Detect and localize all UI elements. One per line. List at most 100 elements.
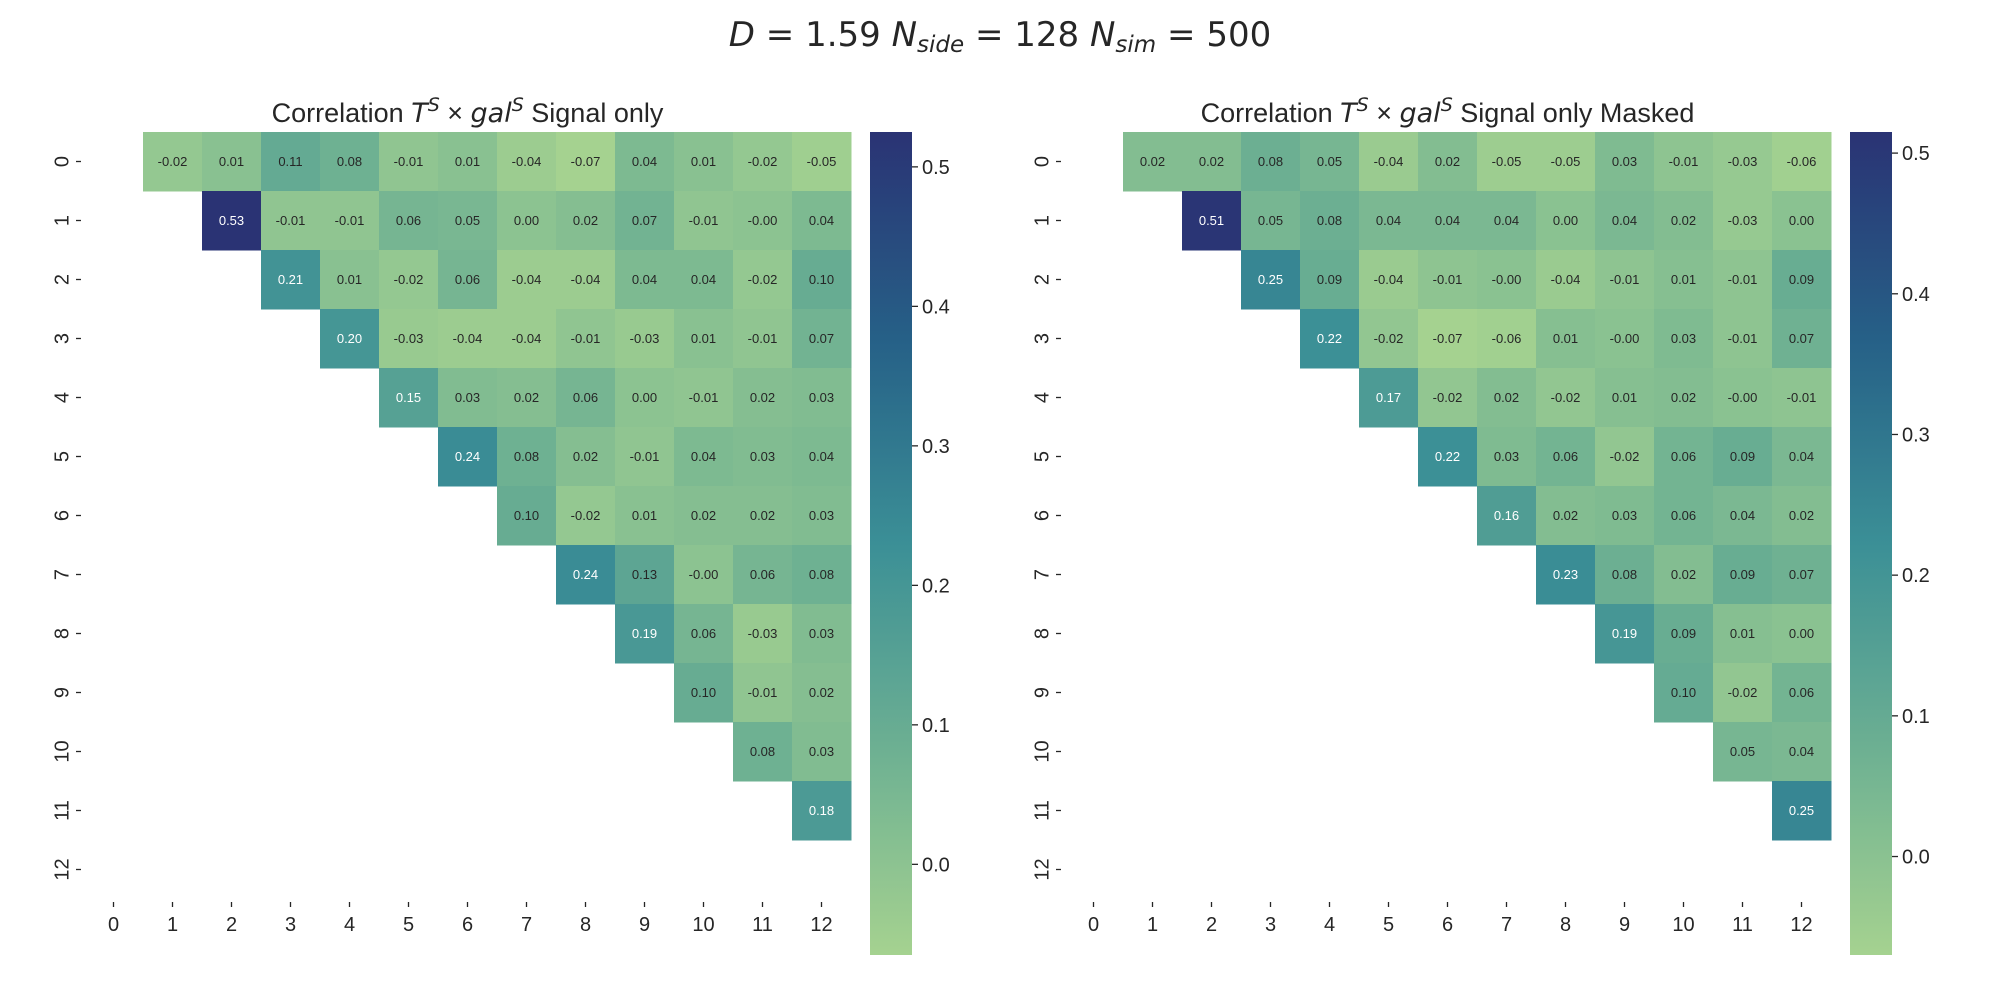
heatmap-cell bbox=[320, 250, 380, 310]
heatmap-cell bbox=[1595, 545, 1655, 605]
heatmap-cell bbox=[615, 545, 675, 605]
heatmap-cell bbox=[1772, 368, 1832, 428]
x-tick-label: 7 bbox=[521, 914, 532, 936]
cell-value-label: 0.01 bbox=[219, 154, 244, 169]
x-tick-label: 1 bbox=[167, 914, 178, 936]
heatmap-cell bbox=[1772, 191, 1832, 251]
cell-value-label: 0.11 bbox=[278, 154, 302, 169]
cell-value-label: 0.00 bbox=[1789, 213, 1814, 228]
cell-value-label: -0.00 bbox=[1492, 272, 1522, 287]
heatmap-cell bbox=[202, 191, 262, 251]
cell-value-label: 0.06 bbox=[396, 213, 421, 228]
cell-value-label: 0.18 bbox=[809, 803, 834, 818]
cell-value-label: 0.04 bbox=[1789, 449, 1814, 464]
cell-value-label: 0.03 bbox=[809, 508, 834, 523]
heatmap-cell bbox=[1595, 309, 1655, 369]
cell-value-label: 0.02 bbox=[573, 213, 598, 228]
x-tick-label: 8 bbox=[580, 914, 591, 936]
x-tick-label: 2 bbox=[1206, 914, 1217, 936]
heatmap-cell bbox=[1654, 545, 1714, 605]
cell-value-label: 0.19 bbox=[632, 626, 657, 641]
heatmap-cell bbox=[674, 427, 734, 487]
y-tick-label: 6 bbox=[1031, 510, 1053, 521]
heatmap-cell bbox=[1300, 250, 1360, 310]
heatmap-cell bbox=[1536, 486, 1596, 546]
cell-value-label: 0.07 bbox=[1789, 331, 1814, 346]
heatmap-cell bbox=[792, 545, 852, 605]
cell-value-label: 0.03 bbox=[1612, 154, 1637, 169]
heatmap-cell bbox=[674, 663, 734, 723]
heatmap-cell bbox=[1654, 663, 1714, 723]
y-tick-label: 2 bbox=[51, 274, 73, 285]
heatmap-cell bbox=[792, 663, 852, 723]
heatmap-cell bbox=[1713, 250, 1773, 310]
cell-value-label: -0.02 bbox=[748, 154, 778, 169]
heatmap-cell bbox=[1654, 132, 1714, 192]
cell-value-label: -0.01 bbox=[748, 685, 778, 700]
heatmap-cell bbox=[674, 250, 734, 310]
cell-value-label: -0.01 bbox=[1610, 272, 1640, 287]
heatmap-cell bbox=[1182, 191, 1242, 251]
y-tick-label: 4 bbox=[51, 392, 73, 403]
cell-value-label: 0.09 bbox=[1730, 449, 1755, 464]
heatmap-cell bbox=[1359, 250, 1419, 310]
heatmap-cell bbox=[1182, 132, 1242, 192]
cell-value-label: -0.05 bbox=[1492, 154, 1522, 169]
cell-value-label: -0.02 bbox=[1728, 685, 1758, 700]
cell-value-label: 0.24 bbox=[455, 449, 480, 464]
heatmap-panel-signal-only-masked: Correlation TS × galS Signal only Masked… bbox=[1031, 94, 1930, 955]
cell-value-label: 0.09 bbox=[1317, 272, 1342, 287]
cell-value-label: -0.02 bbox=[158, 154, 188, 169]
cell-value-label: 0.01 bbox=[1671, 272, 1696, 287]
heatmap-cell bbox=[1359, 191, 1419, 251]
y-tick-label: 3 bbox=[1031, 333, 1053, 344]
cell-value-label: 0.00 bbox=[514, 213, 539, 228]
heatmap-cell bbox=[556, 309, 616, 369]
cell-value-label: 0.19 bbox=[1612, 626, 1637, 641]
x-tick-label: 9 bbox=[639, 914, 650, 936]
cell-value-label: -0.04 bbox=[453, 331, 483, 346]
heatmap-cell bbox=[1713, 604, 1773, 664]
cell-value-label: 0.02 bbox=[1435, 154, 1460, 169]
heatmap-cell bbox=[1713, 722, 1773, 782]
heatmap-cell bbox=[497, 368, 557, 428]
cell-value-label: -0.01 bbox=[1728, 272, 1758, 287]
cell-value-label: 0.08 bbox=[750, 744, 775, 759]
heatmap-cell bbox=[1713, 663, 1773, 723]
x-tick-label: 12 bbox=[810, 914, 832, 936]
heatmap-cell bbox=[556, 486, 616, 546]
heatmap-cell bbox=[792, 191, 852, 251]
x-tick-label: 10 bbox=[692, 914, 714, 936]
cell-value-label: -0.04 bbox=[1551, 272, 1581, 287]
heatmap-panel-signal-only: Correlation TS × galS Signal only -0.02 0.… bbox=[51, 94, 950, 955]
cell-value-label: 0.16 bbox=[1494, 508, 1519, 523]
cell-value-label: -0.03 bbox=[748, 626, 778, 641]
cell-value-label: 0.13 bbox=[632, 567, 657, 582]
y-tick-label: 10 bbox=[51, 740, 73, 762]
heatmap-cell bbox=[261, 191, 321, 251]
cell-value-label: -0.05 bbox=[807, 154, 837, 169]
x-tick-label: 3 bbox=[285, 914, 296, 936]
y-tick-label: 1 bbox=[51, 215, 73, 226]
heatmap-cell bbox=[438, 132, 498, 192]
heatmap-cell bbox=[497, 132, 557, 192]
cell-value-label: 0.20 bbox=[337, 331, 362, 346]
y-tick-label: 7 bbox=[1031, 569, 1053, 580]
heatmap-cell bbox=[733, 486, 793, 546]
heatmap-cell bbox=[1241, 132, 1301, 192]
cell-value-label: 0.01 bbox=[632, 508, 657, 523]
cell-value-label: 0.03 bbox=[455, 390, 480, 405]
cell-value-label: 0.04 bbox=[809, 449, 834, 464]
cell-value-label: 0.02 bbox=[1553, 508, 1578, 523]
heatmap-cell bbox=[792, 132, 852, 192]
cell-value-label: -0.07 bbox=[1433, 331, 1463, 346]
cell-value-label: 0.00 bbox=[1789, 626, 1814, 641]
cell-value-label: 0.02 bbox=[809, 685, 834, 700]
cell-value-label: 0.02 bbox=[1789, 508, 1814, 523]
cell-value-label: 0.25 bbox=[1789, 803, 1814, 818]
heatmap-cell bbox=[1595, 368, 1655, 428]
heatmap-cell bbox=[1359, 132, 1419, 192]
heatmap-cell bbox=[615, 250, 675, 310]
panel-title: Correlation TS × galS Signal only Masked bbox=[1201, 94, 1695, 129]
heatmap-cell bbox=[615, 309, 675, 369]
